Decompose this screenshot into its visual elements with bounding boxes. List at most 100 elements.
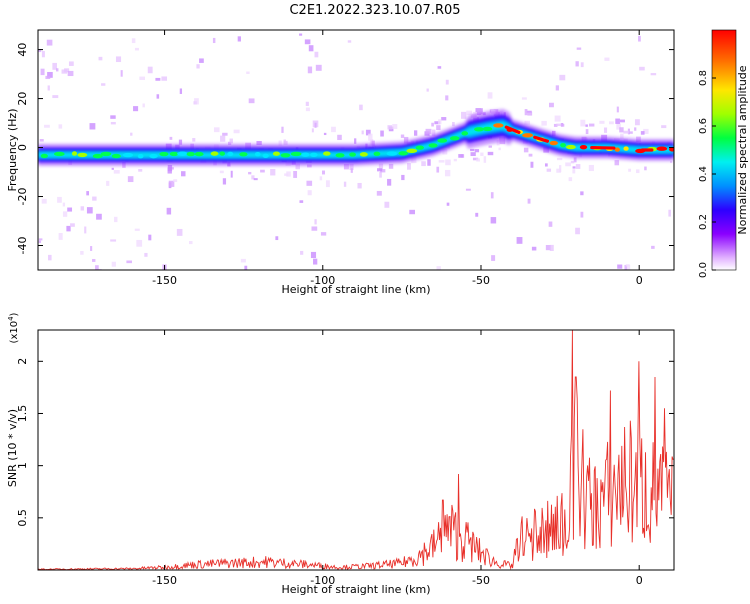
spectrogram-speckle (48, 85, 50, 90)
spectrogram-speckle (284, 173, 288, 176)
spectrogram-speckle (81, 206, 84, 210)
spectrogram-peak (623, 146, 628, 150)
spectrogram-peak (291, 152, 302, 156)
spectrogram-peak (301, 153, 309, 157)
spectrogram-speckle (387, 125, 392, 129)
spectrogram-speckle (529, 154, 533, 157)
spectrogram-speckle (299, 200, 303, 203)
spectrogram-peak (323, 151, 331, 155)
spectrogram-speckle (571, 161, 574, 163)
spectrogram-speckle (306, 181, 312, 186)
spectrogram-speckle (585, 124, 588, 126)
spectrogram-peak (416, 145, 424, 149)
spectrogram-speckle (377, 168, 382, 171)
spectrogram-peak (387, 151, 398, 155)
spectrogram-speckle (56, 68, 58, 71)
spectrogram-speckle (421, 161, 426, 166)
spectrogram-speckle (110, 115, 115, 119)
spectrogram-speckle (249, 98, 255, 103)
spectrogram-speckle (556, 169, 561, 173)
spectrogram-speckle (40, 139, 44, 142)
spectrogram-speckle (45, 76, 50, 79)
spectrogram-speckle (559, 75, 565, 80)
spectrogram-speckle (135, 229, 140, 231)
spectrogram-speckle (555, 116, 561, 122)
spectrogram-speckle (623, 131, 629, 134)
spectrogram-speckle (426, 129, 432, 134)
spectrogram-peak (273, 152, 280, 156)
spectrogram-peak (493, 123, 503, 127)
colorbar-gradient (712, 30, 736, 270)
spectrogram-speckle (308, 67, 312, 74)
spectrogram-speckle (126, 261, 132, 264)
spectrogram-speckle (379, 172, 382, 178)
spectrogram-speckle (572, 169, 575, 173)
spectrogram-speckle (437, 266, 441, 272)
spectrogram-speckle (615, 119, 620, 124)
spectrogram-speckle (138, 169, 142, 172)
spectrogram-speckle (321, 232, 326, 235)
spectrogram-speckle (634, 127, 636, 130)
spectrogram-speckle (431, 123, 434, 127)
spectrogram-speckle (644, 167, 647, 171)
spectrogram-speckle (384, 202, 389, 208)
spectrogram-peak (78, 153, 88, 157)
spectrogram-speckle (454, 159, 457, 161)
spectrogram-speckle (599, 121, 604, 124)
spectrogram-speckle (312, 128, 314, 132)
spectrogram-speckle (639, 67, 645, 71)
spectrogram-speckle (241, 259, 246, 263)
spectrogram-peak (398, 151, 408, 155)
spectrogram-speckle (101, 83, 105, 86)
spectrogram-speckle (530, 162, 533, 168)
spectrogram-speckle (213, 38, 215, 43)
x-tick-label: 0 (636, 274, 643, 287)
spectrogram-peak (211, 151, 219, 155)
spectrogram-speckle (484, 156, 486, 163)
spectrogram-speckle (246, 72, 249, 74)
spectrogram-speckle (445, 95, 448, 100)
snr-series-line (38, 330, 673, 570)
spectrogram-speckle (57, 197, 62, 203)
spectrogram-speckle (324, 133, 326, 135)
spectrogram-speckle (80, 251, 83, 255)
spectrogram-speckle (337, 135, 342, 140)
spectrogram-speckle (220, 171, 224, 174)
figure-title: C2E1.2022.323.10.07.R05 (289, 3, 460, 18)
spectrogram-speckle (651, 246, 655, 249)
spectrogram-speckle (106, 181, 109, 186)
spectrogram-speckle (436, 167, 439, 173)
spectrogram-speckle (181, 171, 185, 176)
spectrogram-speckle (629, 131, 633, 133)
spectrogram-speckle (475, 149, 479, 152)
spectrogram-speckle (387, 179, 391, 186)
colorbar: 0.00.20.40.60.8 Normalized spectral ampl… (698, 30, 749, 278)
spectrogram-speckle (316, 65, 322, 71)
spectrogram-speckle (99, 57, 103, 61)
spectrogram-peak (474, 127, 484, 131)
spectrogram-speckle (199, 58, 204, 62)
spectrogram-peak (522, 133, 533, 137)
spectrogram-speckle (470, 149, 474, 151)
spectrogram-peak (360, 152, 368, 156)
spectrogram-speckle (42, 51, 45, 57)
spectrogram-speckle (136, 240, 142, 247)
spectrogram-speckle (589, 124, 594, 127)
spectrogram-speckle (545, 163, 548, 166)
spectrogram-speckle (92, 197, 96, 201)
spectrogram-speckle (651, 73, 657, 75)
spectrogram-peak (281, 153, 291, 157)
spectrogram-speckle (194, 98, 199, 104)
spectrogram-speckle (214, 127, 220, 132)
spectrogram-speckle (121, 70, 123, 77)
y-tick-label: 20 (16, 92, 29, 106)
spectrogram-speckle (641, 131, 645, 135)
spectrogram-peak (566, 145, 576, 149)
spectrogram-speckle (615, 160, 620, 165)
spectrogram-speckle (438, 66, 442, 69)
spectrogram-speckle (68, 71, 74, 76)
spectrogram-speckle (111, 122, 116, 124)
spectrogram-speckle (231, 171, 233, 178)
spectrogram-speckle (575, 61, 578, 66)
